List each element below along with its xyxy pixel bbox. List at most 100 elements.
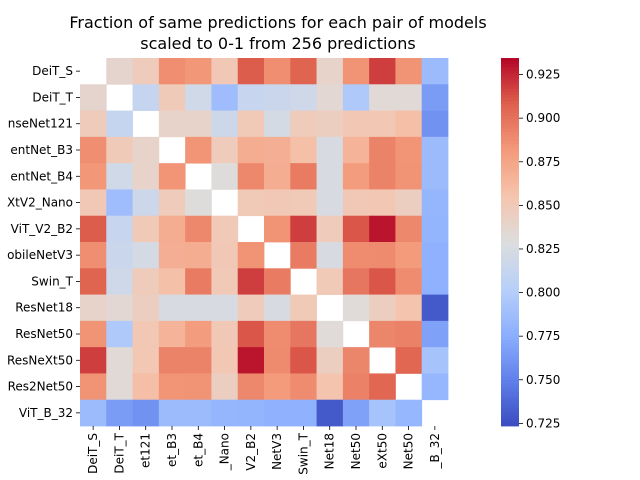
colorbar-segment: [501, 337, 519, 341]
heatmap-cell: [264, 268, 291, 295]
heatmap-cell: [106, 373, 133, 401]
heatmap-cell: [132, 215, 160, 243]
colorbar-segment: [501, 113, 519, 117]
colorbar-tick-label: 0.825: [526, 242, 560, 256]
colorbar-segment: [501, 146, 519, 151]
colorbar-segment: [501, 131, 519, 136]
heatmap-cell: [106, 189, 133, 217]
colorbar-segment: [501, 422, 519, 427]
colorbar-tick-label: 0.725: [526, 416, 560, 430]
column-label: _B_32: [428, 433, 442, 470]
row-label: XtV2_Nano: [7, 196, 73, 210]
heatmap-cell: [237, 58, 265, 85]
colorbar-segment: [501, 269, 519, 274]
column-label: Swin_T: [296, 432, 310, 474]
heatmap-cell: [369, 136, 396, 164]
colorbar-segment: [501, 91, 519, 96]
heatmap-cell: [211, 58, 239, 85]
colorbar-segment: [501, 367, 519, 372]
heatmap-cell: [185, 189, 212, 217]
column-label: Net50: [349, 433, 363, 469]
heatmap-cell: [369, 84, 396, 111]
heatmap-cell: [211, 242, 239, 269]
column-label: et121: [139, 433, 153, 468]
colorbar-segment: [501, 238, 519, 243]
colorbar-segment: [501, 162, 519, 166]
heatmap-cell: [264, 373, 291, 401]
heatmap-cell: [106, 242, 133, 269]
chart-title-line-1: Fraction of same predictions for each pa…: [69, 13, 486, 32]
colorbar-segment: [501, 119, 519, 123]
heatmap-cell: [264, 347, 291, 374]
heatmap-cell: [290, 320, 317, 348]
row-label: entNet_B4: [10, 169, 73, 183]
heatmap-cell: [132, 320, 160, 348]
column-label: NetV3: [270, 433, 284, 470]
heatmap-cell: [185, 399, 212, 427]
row-label: ViT_B_32: [19, 406, 73, 420]
heatmap-cell: [158, 320, 186, 348]
colorbar-segment: [501, 361, 519, 366]
heatmap-cell: [421, 189, 449, 217]
colorbar-segment: [501, 199, 519, 203]
heatmap-cell: [264, 110, 291, 138]
heatmap-cell: [369, 110, 396, 138]
heatmap-cell: [342, 268, 370, 295]
heatmap-cell: [342, 84, 370, 111]
colorbar-segment: [501, 79, 519, 83]
heatmap-cell: [185, 347, 212, 374]
colorbar-segment: [501, 248, 519, 252]
colorbar-segment: [501, 208, 519, 212]
colorbar-segment: [501, 125, 519, 129]
heatmap-cell: [342, 163, 370, 190]
colorbar-tick-label: 0.750: [526, 373, 560, 387]
colorbar-segment: [501, 165, 519, 169]
heatmap-cell: [395, 294, 423, 322]
heatmap-cell: [421, 136, 449, 164]
colorbar-segment: [501, 386, 519, 390]
heatmap-cell: [369, 242, 396, 269]
colorbar-segment: [501, 186, 519, 191]
heatmap-cell: [80, 373, 107, 401]
heatmap-cell: [237, 347, 265, 374]
heatmap-cell: [211, 399, 239, 427]
colorbar-segment: [501, 260, 519, 264]
heatmap-cell: [421, 320, 449, 348]
chart-title: Fraction of same predictions for each pa…: [69, 13, 486, 53]
heatmap-cell: [395, 268, 423, 295]
colorbar-segment: [501, 407, 519, 412]
colorbar-segment: [501, 174, 519, 178]
colorbar-segment: [501, 235, 519, 240]
colorbar-segment: [501, 383, 519, 387]
heatmap-cell: [316, 347, 344, 374]
heatmap-cell: [237, 242, 265, 269]
heatmap-cell: [237, 110, 265, 138]
heatmap-cell: [395, 58, 423, 85]
colorbar-segment: [501, 168, 519, 172]
colorbar-segment: [501, 254, 519, 258]
heatmap-cell: [342, 399, 370, 427]
heatmap-cell: [237, 84, 265, 111]
heatmap-cell: [237, 268, 265, 295]
row-label: nseNet121: [8, 117, 73, 131]
colorbar-segment: [501, 263, 519, 267]
heatmap-cell: [132, 242, 160, 269]
heatmap-cell: [158, 268, 186, 295]
heatmap-cell: [316, 373, 344, 401]
heatmap-cell: [106, 347, 133, 374]
heatmap-cell: [237, 399, 265, 427]
colorbar-segment: [501, 297, 519, 301]
heatmap-cell: [395, 163, 423, 190]
column-label: V2_B2: [244, 433, 258, 471]
heatmap-cell: [132, 163, 160, 190]
colorbar-segment: [501, 232, 519, 237]
heatmap-cell: [185, 242, 212, 269]
colorbar-segment: [501, 392, 519, 396]
heatmap-cell: [421, 110, 449, 138]
colorbar-segment: [501, 291, 519, 295]
colorbar-segment: [501, 171, 519, 175]
colorbar-tick-label: 0.775: [526, 329, 560, 343]
colorbar-segment: [501, 183, 519, 188]
column-label: DeiT_S: [86, 433, 100, 474]
colorbar-tick-label: 0.850: [526, 198, 560, 212]
